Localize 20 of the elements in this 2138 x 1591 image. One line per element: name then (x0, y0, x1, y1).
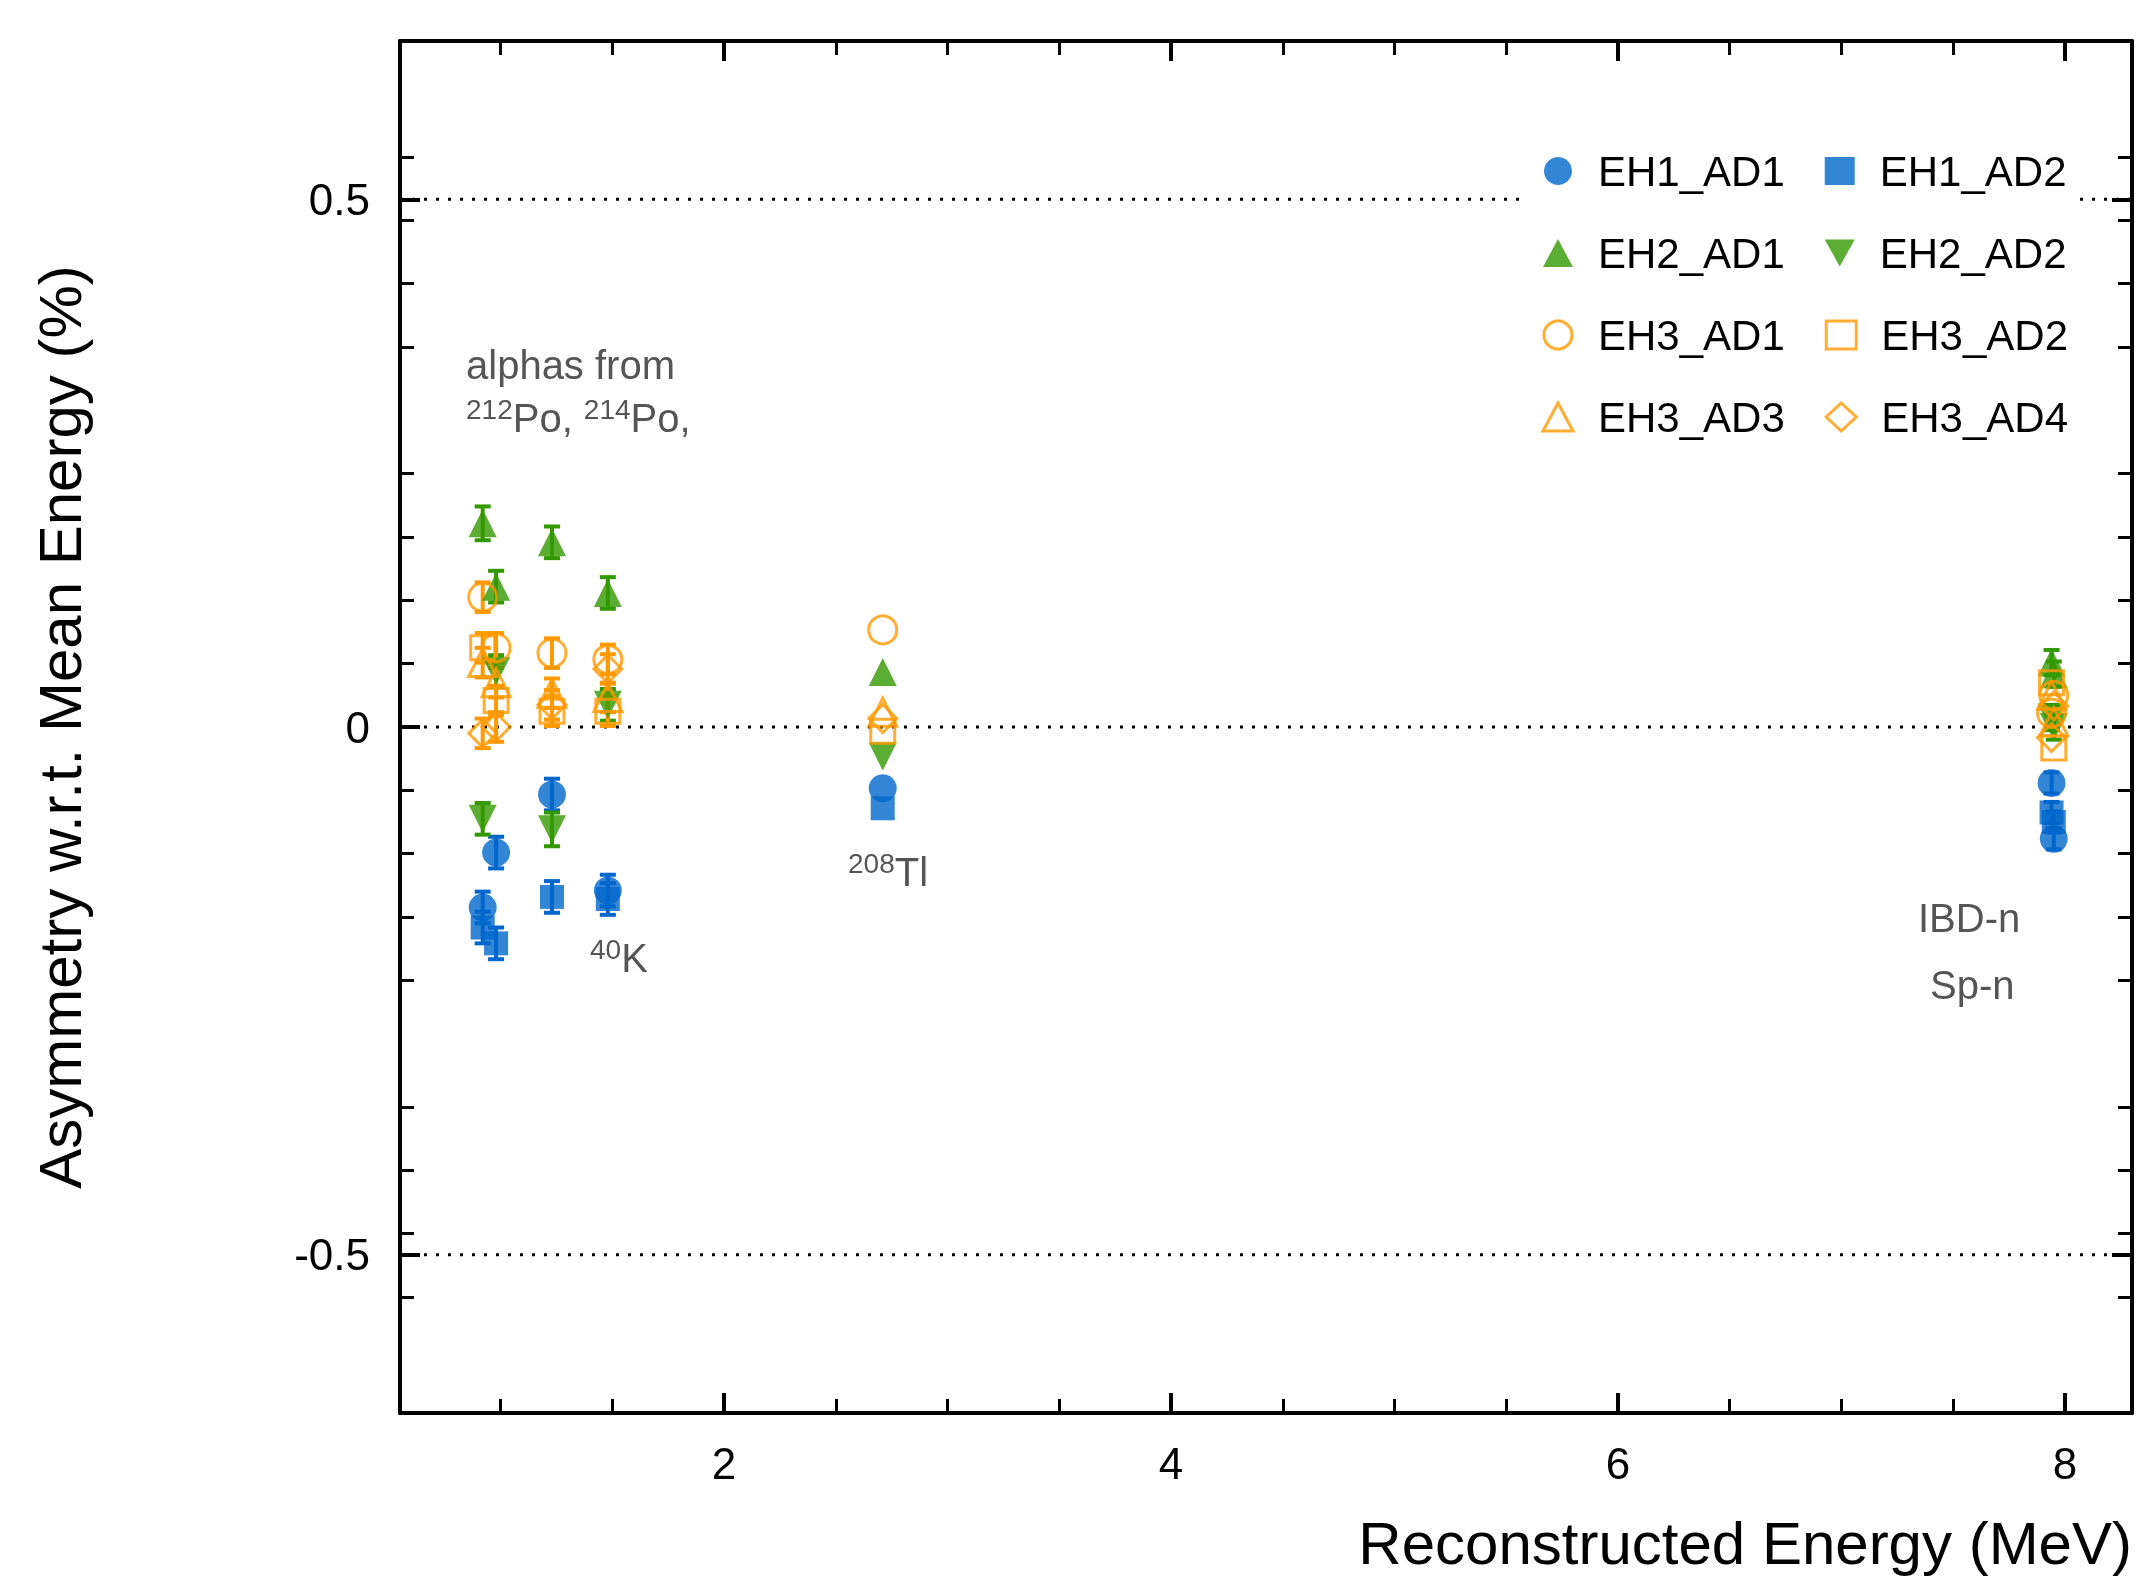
y-axis-title: Asymmetry w.r.t. Mean Energy (%) (26, 265, 94, 1189)
x-axis-title: Reconstructed Energy (MeV) (1358, 1509, 2132, 1577)
x-tick-label: 4 (1158, 1438, 1184, 1488)
x-tick-label: 8 (2052, 1438, 2078, 1488)
annotation: Sp-n (1930, 963, 2015, 1007)
legend-label: EH3_AD3 (1597, 393, 1785, 441)
legend-label: EH2_AD1 (1597, 229, 1785, 277)
legend-label: EH3_AD1 (1597, 311, 1785, 359)
annotation: alphas from (466, 343, 675, 387)
legend-label: EH3_AD4 (1881, 393, 2068, 441)
y-tick-label: -0.5 (294, 1230, 370, 1280)
y-tick-label: 0 (345, 702, 370, 752)
legend-label: EH2_AD2 (1879, 229, 2067, 277)
x-tick-label: 2 (711, 1438, 737, 1488)
annotation: IBD-n (1918, 896, 2021, 940)
legend-label: EH1_AD1 (1597, 147, 1785, 195)
y-tick-label: 0.5 (308, 174, 370, 224)
x-tick-label: 6 (1605, 1438, 1631, 1488)
legend-label: EH3_AD2 (1881, 311, 2068, 359)
legend-label: EH1_AD2 (1879, 147, 2067, 195)
